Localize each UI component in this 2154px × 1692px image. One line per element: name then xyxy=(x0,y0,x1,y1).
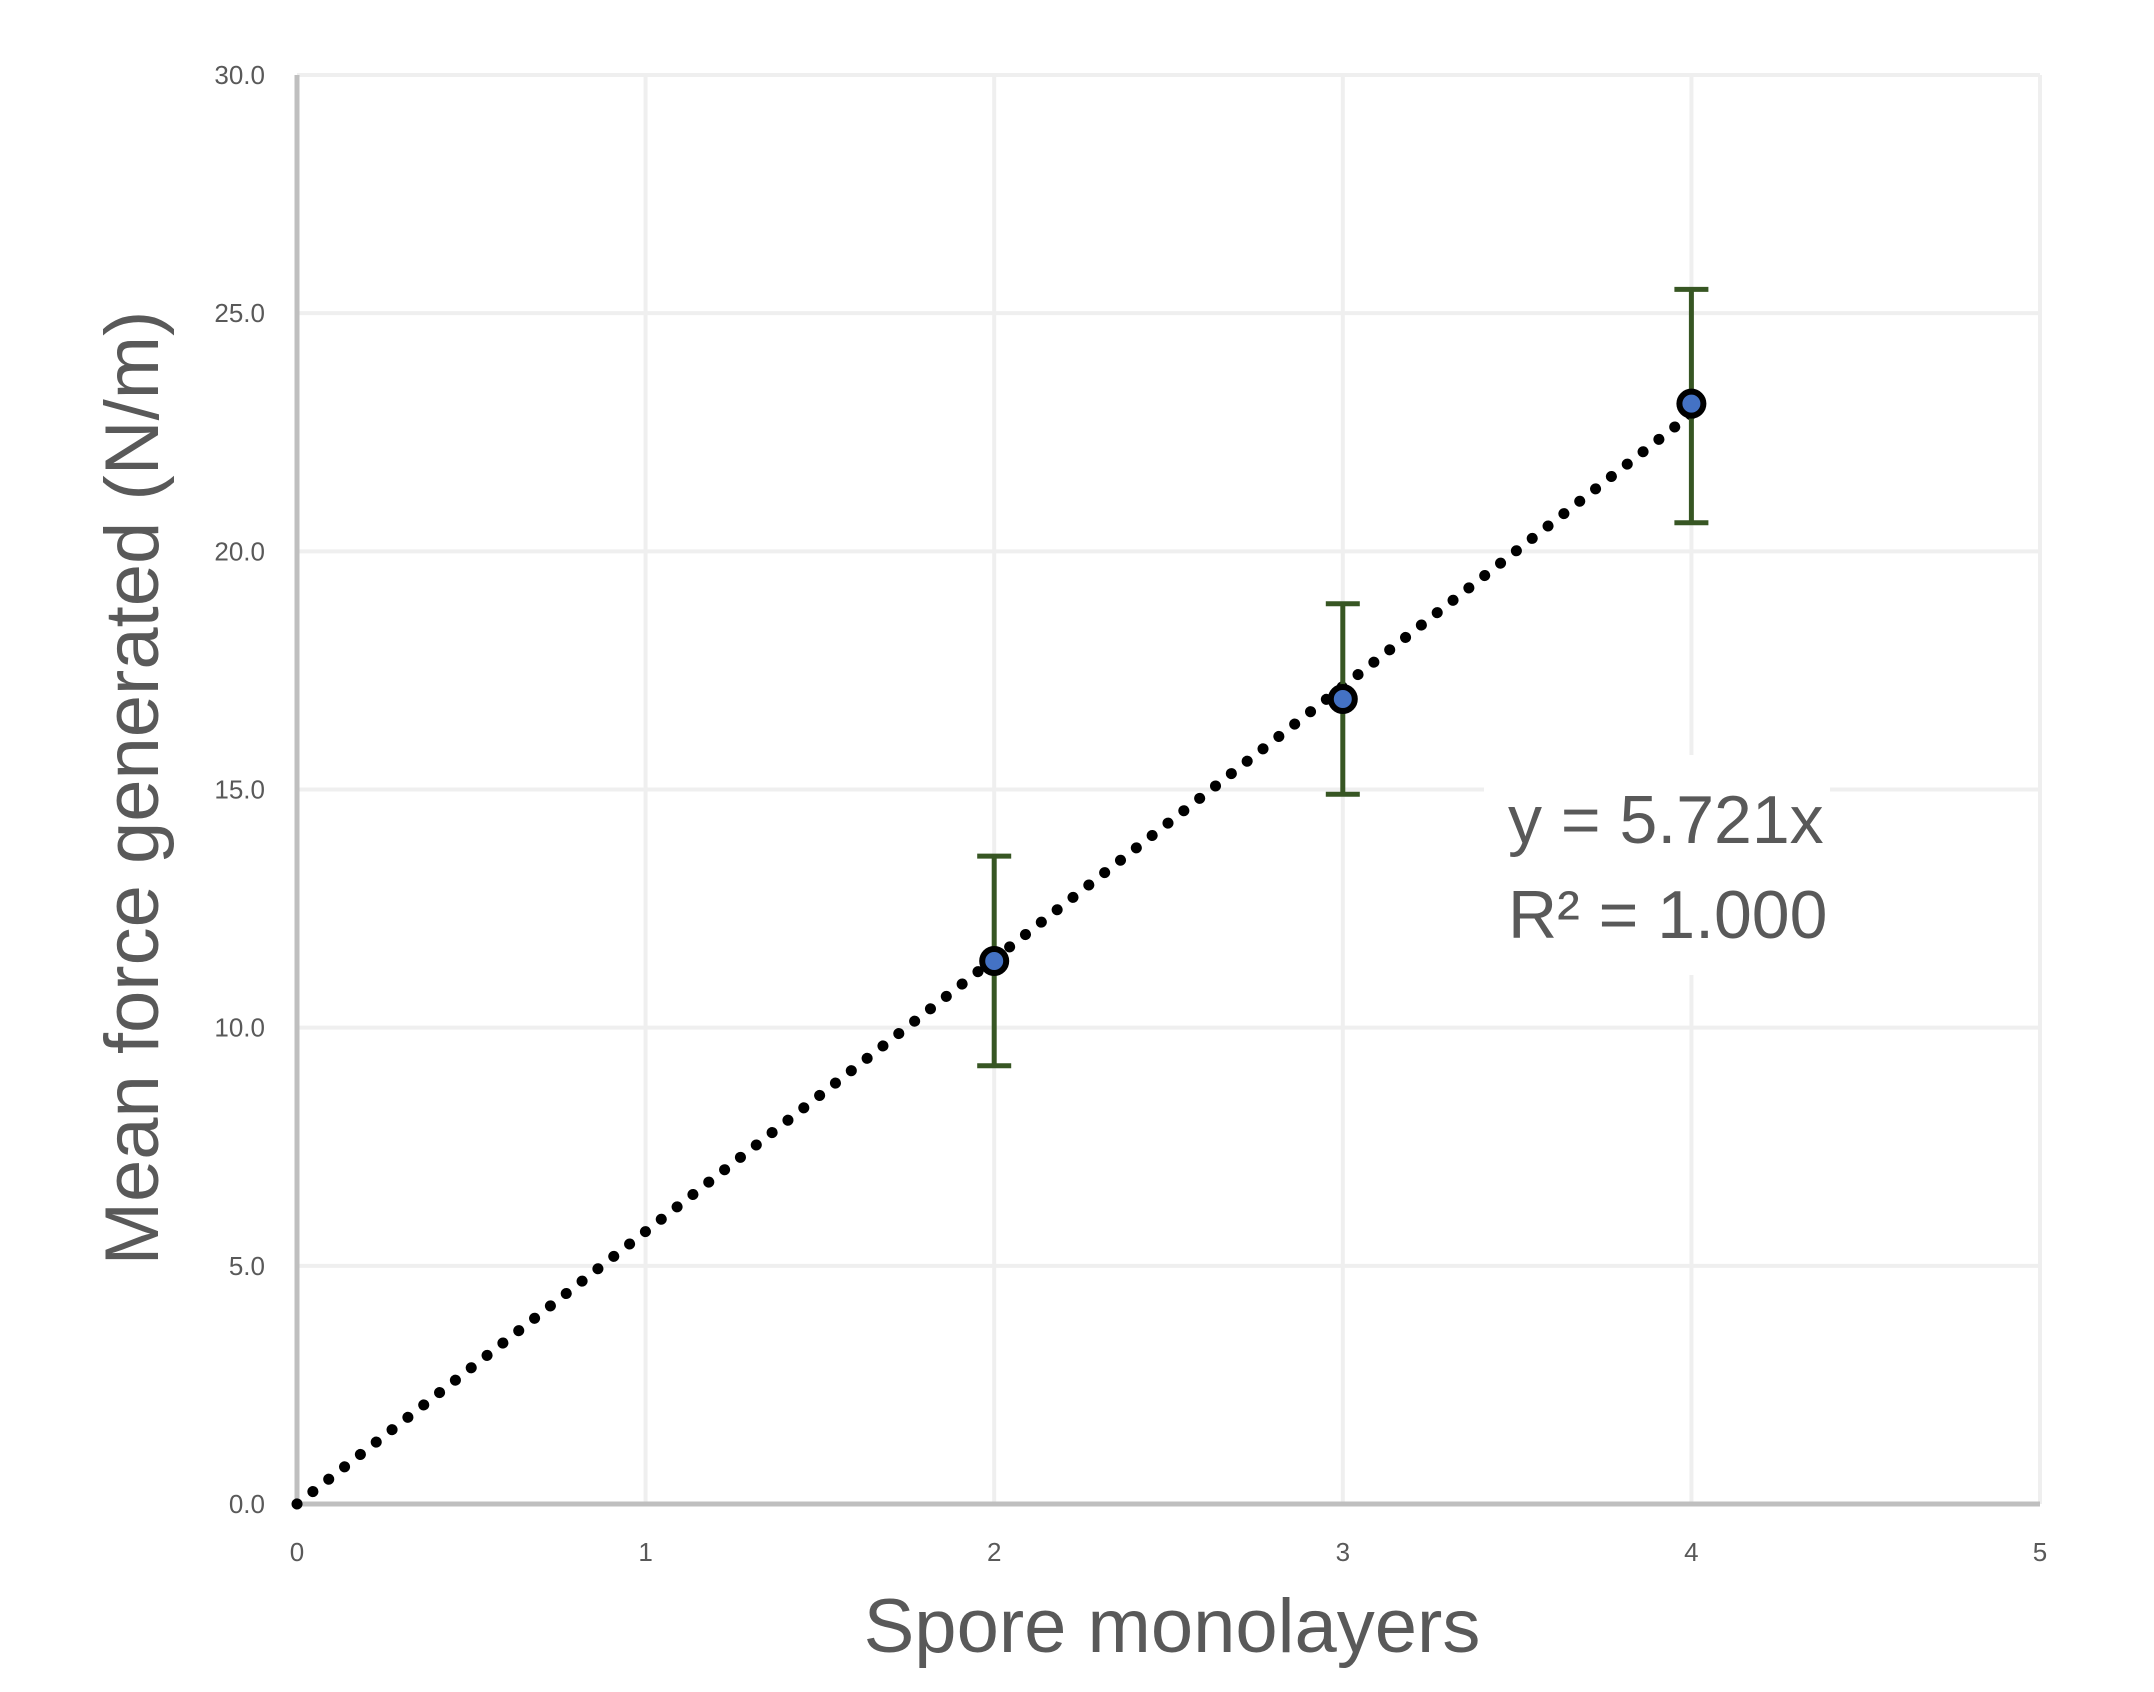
x-tick-label: 4 xyxy=(1684,1537,1698,1567)
y-tick-label: 25.0 xyxy=(214,298,265,328)
gridlines xyxy=(297,73,2042,1504)
x-tick-label: 3 xyxy=(1336,1537,1350,1567)
y-tick-label: 5.0 xyxy=(229,1251,265,1281)
y-tick-label: 30.0 xyxy=(214,60,265,90)
x-tick-label: 0 xyxy=(290,1537,304,1567)
trendline-r-squared: R² = 1.000 xyxy=(1508,877,1827,953)
data-points xyxy=(979,388,1707,976)
data-point xyxy=(1327,683,1358,714)
trendline-label-box: y = 5.721x R² = 1.000 xyxy=(1484,755,1830,975)
axes xyxy=(294,75,2040,1507)
data-point xyxy=(1676,388,1707,419)
y-tick-label: 20.0 xyxy=(214,536,265,566)
x-tick-label: 1 xyxy=(638,1537,652,1567)
y-axis-title: Mean force generated (N/m) xyxy=(90,311,175,1266)
y-tick-label: 10.0 xyxy=(214,1013,265,1043)
trendline-equation: y = 5.721x xyxy=(1508,782,1824,858)
y-tick-label: 15.0 xyxy=(214,775,265,805)
x-tick-label: 2 xyxy=(987,1537,1001,1567)
data-point xyxy=(979,945,1010,976)
tick-labels: 0 1 2 3 4 5 0.0 5.0 10.0 15.0 20.0 25.0 30.0 xyxy=(214,60,2047,1567)
y-tick-label: 0.0 xyxy=(229,1489,265,1519)
x-tick-label: 5 xyxy=(2033,1537,2047,1567)
x-axis-title: Spore monolayers xyxy=(864,1584,1481,1669)
